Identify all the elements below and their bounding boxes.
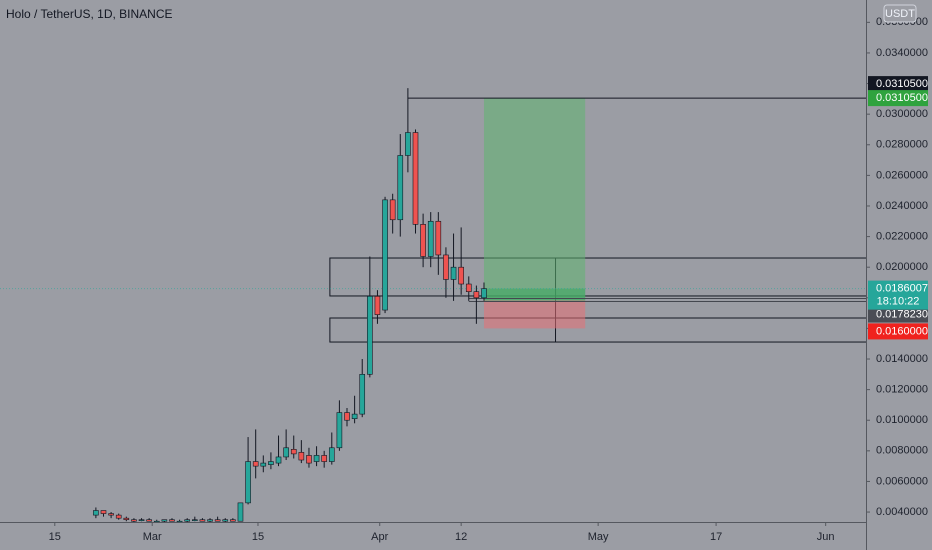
x-tick-label: 15	[49, 531, 61, 543]
candle-body	[427, 220, 434, 257]
y-tick-label: 0.0220000	[876, 230, 928, 242]
candle-body	[458, 266, 464, 285]
stop-label: 0.0160000	[876, 325, 928, 337]
last-price-bg	[868, 280, 928, 310]
candle-body	[230, 519, 236, 522]
x-tick-label: 17	[710, 531, 722, 543]
currency-box	[883, 4, 917, 23]
candle-body	[222, 519, 229, 522]
y-tick-label: 0.0260000	[876, 169, 928, 181]
y-tick-label: 0.0100000	[876, 414, 928, 426]
candle-body	[336, 412, 343, 449]
candle-body	[93, 510, 99, 516]
candle-body	[290, 449, 297, 455]
candle-body	[382, 199, 388, 311]
entry-label-bg	[868, 306, 928, 323]
hline-label: 0.0310500	[876, 78, 928, 90]
target-label-bg	[868, 90, 928, 107]
candle-body	[405, 132, 411, 156]
candle-body	[108, 513, 114, 516]
y-tick-label: 0.0280000	[876, 139, 928, 151]
candle-body	[435, 220, 442, 256]
x-tick-label: Apr	[371, 531, 388, 543]
candle-body	[473, 291, 480, 299]
candle-body	[298, 452, 305, 461]
candle-body	[412, 132, 419, 225]
candle-body	[214, 519, 221, 522]
candle-body	[420, 224, 426, 257]
candle-body	[138, 519, 145, 522]
candle-body	[367, 295, 373, 375]
candle-body	[199, 519, 206, 522]
countdown-label: 18:10:22	[877, 296, 920, 308]
plot-area	[0, 88, 866, 522]
y-tick-label: 0.0300000	[876, 108, 928, 120]
candle-body	[260, 462, 267, 467]
candle-body	[283, 447, 289, 458]
candle-body	[252, 461, 259, 467]
target-label: 0.0310500	[876, 92, 928, 104]
candle-body	[131, 519, 137, 522]
y-tick-label: 0.0140000	[876, 353, 928, 365]
candle-body	[359, 374, 366, 415]
candle-body	[192, 519, 198, 522]
candle-body	[313, 455, 320, 462]
candle-body	[321, 455, 327, 462]
x-tick-label: 12	[455, 531, 467, 543]
candle-body	[100, 510, 107, 514]
profit-zone	[483, 98, 586, 301]
y-tick-label: 0.0240000	[876, 200, 928, 212]
candle-body	[465, 283, 472, 292]
y-tick-label: 0.0120000	[876, 384, 928, 396]
candle-body	[115, 514, 122, 519]
hline-label-bg	[868, 76, 928, 93]
x-tick-label: Mar	[143, 531, 162, 543]
candle-body	[351, 413, 358, 420]
candle-body	[443, 254, 449, 280]
candle-body	[268, 461, 274, 465]
loss-zone	[483, 300, 586, 329]
y-tick-label: 0.0060000	[876, 475, 928, 487]
candle-body	[161, 519, 168, 522]
open-profit	[483, 288, 586, 301]
x-tick-label: 15	[252, 531, 264, 543]
axes: 0.0040000 0.0060000 0.0080000 0.0100000 0.01…	[49, 4, 928, 543]
y-tick-label: 0.0040000	[876, 506, 928, 518]
y-tick-label: 0.0340000	[876, 47, 928, 59]
candle-body	[146, 519, 152, 522]
candle-body	[176, 520, 183, 522]
zone-box	[329, 317, 866, 343]
candle-body	[481, 288, 487, 299]
candle-body	[397, 155, 404, 221]
y-tick-label: 0.0080000	[876, 445, 928, 457]
candle-body	[245, 461, 251, 504]
chart-title: Holo / TetherUS, 1D, BINANCE	[6, 7, 173, 21]
x-tick-label: Jun	[817, 531, 835, 543]
candle-body	[123, 517, 130, 521]
candle-body	[275, 456, 282, 464]
currency-label: USDT	[885, 8, 915, 20]
x-tick-label: May	[588, 531, 609, 543]
stop-label-bg	[868, 323, 928, 340]
candle-body	[207, 519, 213, 522]
zone-box	[329, 257, 866, 297]
candle-body	[328, 447, 335, 462]
candle-body	[184, 519, 191, 522]
candle-body	[237, 502, 244, 522]
candle-body	[389, 199, 396, 221]
candle-body	[450, 266, 457, 280]
entry-label: 0.0178230	[876, 308, 928, 320]
y-tick-label: 0.0200000	[876, 261, 928, 273]
last-price-label: 0.0186007	[876, 283, 928, 295]
candle-body	[153, 520, 160, 522]
candle-body	[306, 455, 312, 464]
candle-body	[169, 519, 175, 522]
candle-body	[374, 295, 381, 315]
candle-body	[344, 412, 350, 421]
